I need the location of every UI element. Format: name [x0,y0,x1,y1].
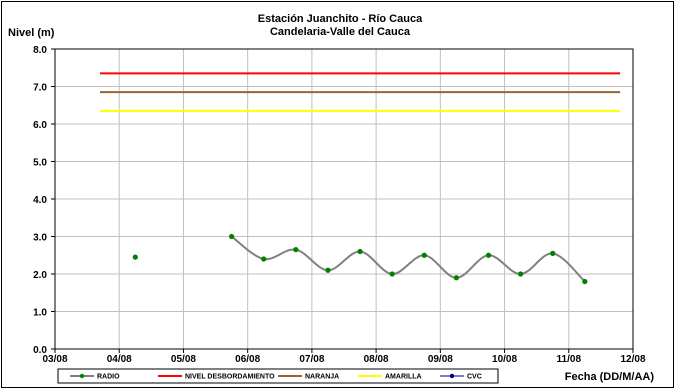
legend-marker-cvc [449,373,455,379]
chart-subtitle: Candelaria-Valle del Cauca [270,26,411,38]
y-tick-label: 6.0 [33,120,47,131]
x-tick-label: 05/08 [171,354,196,365]
x-ticks: 03/08 04/08 05/08 06/08 07/08 08/08 09/08 10/08… [42,349,646,365]
chart-title: Estación Juanchito - Río Cauca [258,13,423,25]
x-tick-label: 04/08 [107,354,132,365]
series-radio [132,233,588,285]
legend: RADIO NIVEL DESBORDAMIENTO NARANJA AMARILLA… [70,374,482,381]
y-tick-label: 7.0 [33,83,47,94]
x-tick-label: 12/08 [620,354,645,365]
x-tick-label: 11/08 [557,354,582,365]
x-tick-label: 10/08 [492,354,517,365]
x-tick-label: 07/08 [299,354,324,365]
y-tick-label: 1.0 [33,308,47,319]
series-radio-point [453,275,459,281]
y-tick-label: 8.0 [33,45,47,56]
series-radio-point [229,233,235,240]
legend-marker-radio [79,373,85,379]
legend-label-radio: RADIO [97,374,120,381]
y-tick-label: 2.0 [33,270,47,281]
x-tick-label: 06/08 [235,354,260,365]
series-radio-point [389,271,395,277]
legend-label-naranja: NARANJA [305,374,339,381]
y-tick-label: 5.0 [33,158,47,169]
series-radio-line [230,235,586,283]
series-radio-point [485,252,492,258]
legend-label-amarilla: AMARILLA [385,374,422,381]
series-radio-point [357,248,363,255]
threshold-lines [99,72,621,112]
x-tick-label: 03/08 [42,354,67,365]
x-tick-label: 09/08 [428,354,453,365]
y-ticks: 0.0 1.0 2.0 3.0 4.0 5.0 6.0 7.0 8.0 [33,45,55,356]
legend-label-cvc: CVC [467,374,482,381]
series-radio-point [550,250,556,256]
x-axis-label: Fecha (DD/M/AA) [565,371,655,383]
grid [55,49,633,349]
legend-label-nivel-desbordamiento: NIVEL DESBORDAMIENTO [185,374,275,381]
series-radio-point [518,271,524,277]
y-tick-label: 3.0 [33,233,47,244]
series-radio-point [132,254,138,260]
y-tick-label: 0.0 [33,345,47,356]
series-radio-point [261,256,267,262]
series-radio-point [293,247,299,253]
series-radio-point [325,267,331,273]
y-axis-label: Nivel (m) [8,27,55,39]
series-radio-point [582,278,588,285]
y-tick-label: 4.0 [33,195,47,206]
series-radio-point [421,252,427,258]
x-tick-label: 08/08 [364,354,389,365]
